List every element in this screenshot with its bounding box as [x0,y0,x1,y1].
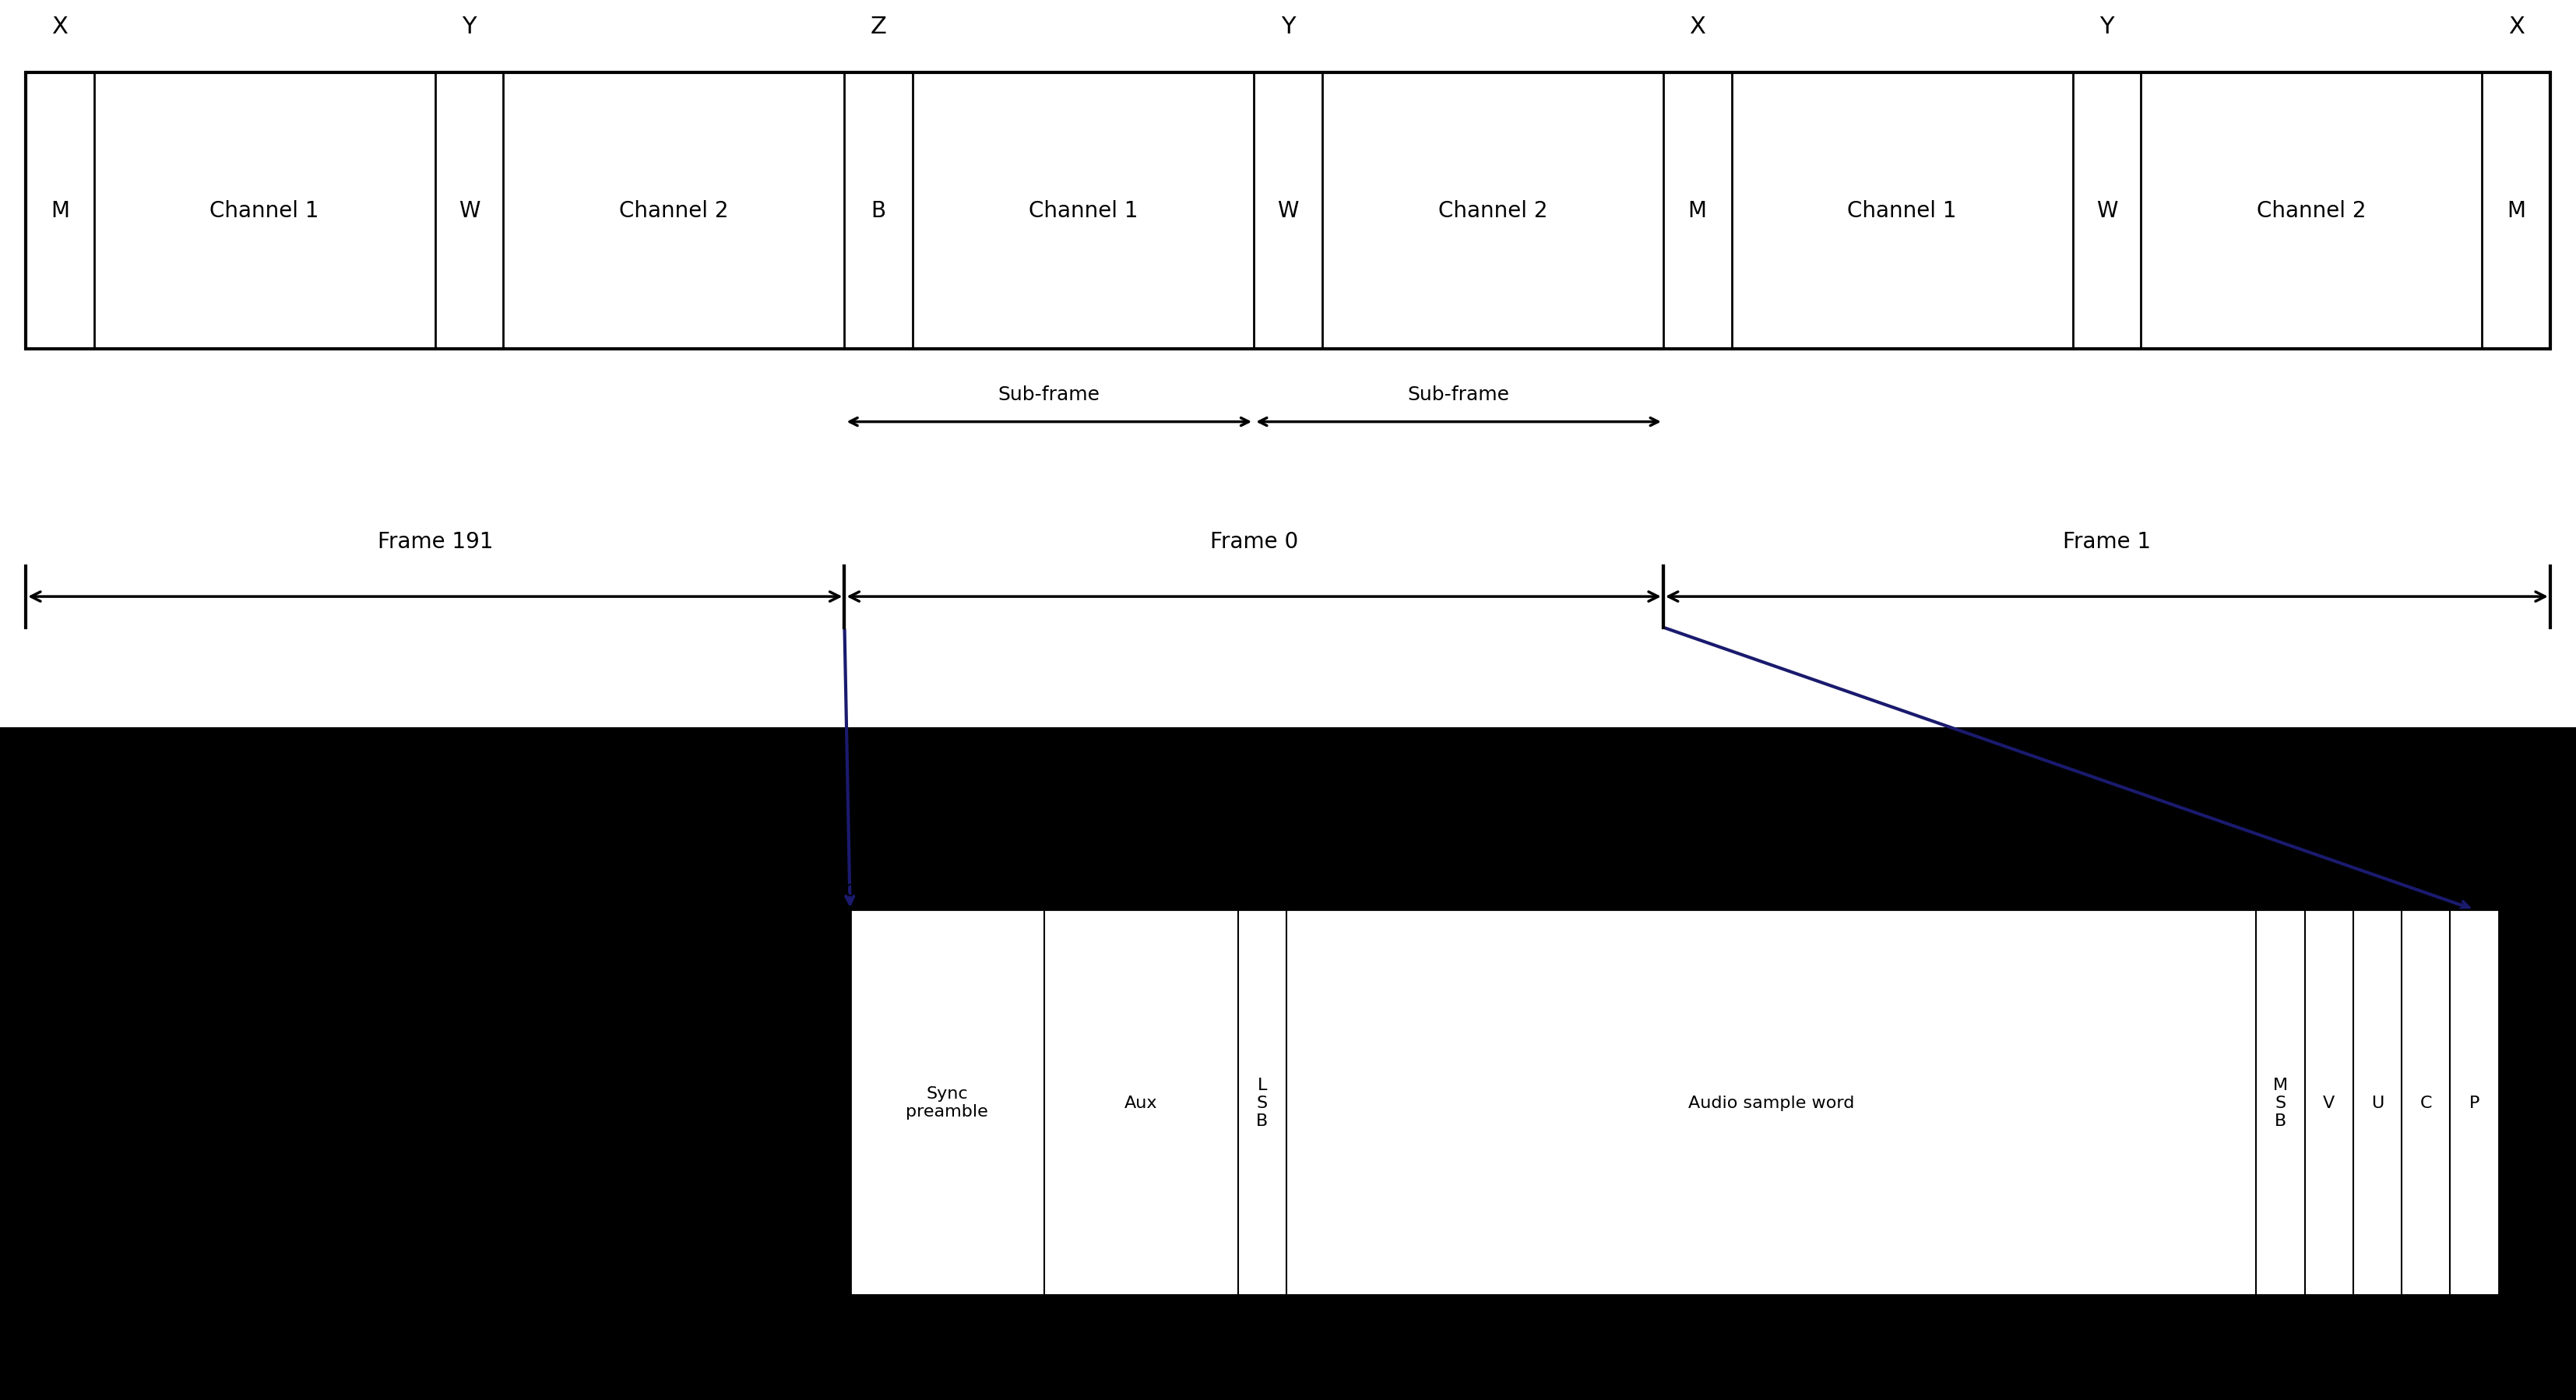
Text: M: M [1687,200,1708,223]
Bar [850,910,2499,1295]
Text: M: M [52,200,70,223]
Text: Validity flag: Validity flag [1649,1320,1757,1340]
Text: L
S
B: L S B [1257,1077,1267,1128]
Text: Aux: Aux [1126,1095,1157,1110]
Text: Sync
preamble: Sync preamble [907,1085,989,1120]
Text: Z: Z [871,15,886,38]
Text: P: P [2470,1095,2481,1110]
Text: Y: Y [2099,15,2115,38]
Text: 31: 31 [2488,883,2509,899]
Text: 27: 27 [2246,883,2267,899]
Text: V: V [2324,1095,2334,1110]
Bar [0,0,2576,728]
Text: 8: 8 [1231,883,1244,899]
Text: Sub-frame: Sub-frame [1406,385,1510,405]
Text: Channel 1: Channel 1 [209,200,319,223]
Text: 28: 28 [2246,883,2267,899]
Text: W: W [459,200,479,223]
Text: B: B [871,200,886,223]
Text: 7: 7 [1231,883,1244,899]
Text: M: M [2506,200,2524,223]
Text: 4: 4 [1038,883,1048,899]
Text: Frame 191: Frame 191 [376,531,492,552]
Bar [850,910,2499,1295]
Text: W: W [1278,200,1298,223]
Text: Audio sample word: Audio sample word [1687,1095,1855,1110]
Text: Sub-frame: Sub-frame [997,385,1100,405]
Text: Frame 0: Frame 0 [1211,531,1298,552]
Text: M
S
B: M S B [2272,1077,2287,1128]
Text: Y: Y [1280,15,1296,38]
Bar [26,73,2550,350]
Text: Channel 1: Channel 1 [1028,200,1139,223]
Text: Channel 1: Channel 1 [1847,200,1958,223]
Text: W: W [2097,200,2117,223]
Text: X: X [2509,15,2524,38]
Text: Channel 2: Channel 2 [2257,200,2367,223]
Text: Frame 1: Frame 1 [2063,531,2151,552]
Text: 0: 0 [845,883,855,899]
Text: U: U [2370,1095,2383,1110]
Text: X: X [1690,15,1705,38]
Text: Channel 2: Channel 2 [1437,200,1548,223]
Text: Y: Y [461,15,477,38]
Text: User data: User data [1667,1397,1757,1400]
Text: 3: 3 [1038,883,1048,899]
Text: Channel 2: Channel 2 [618,200,729,223]
Text: X: X [52,15,67,38]
Text: C: C [2419,1095,2432,1110]
